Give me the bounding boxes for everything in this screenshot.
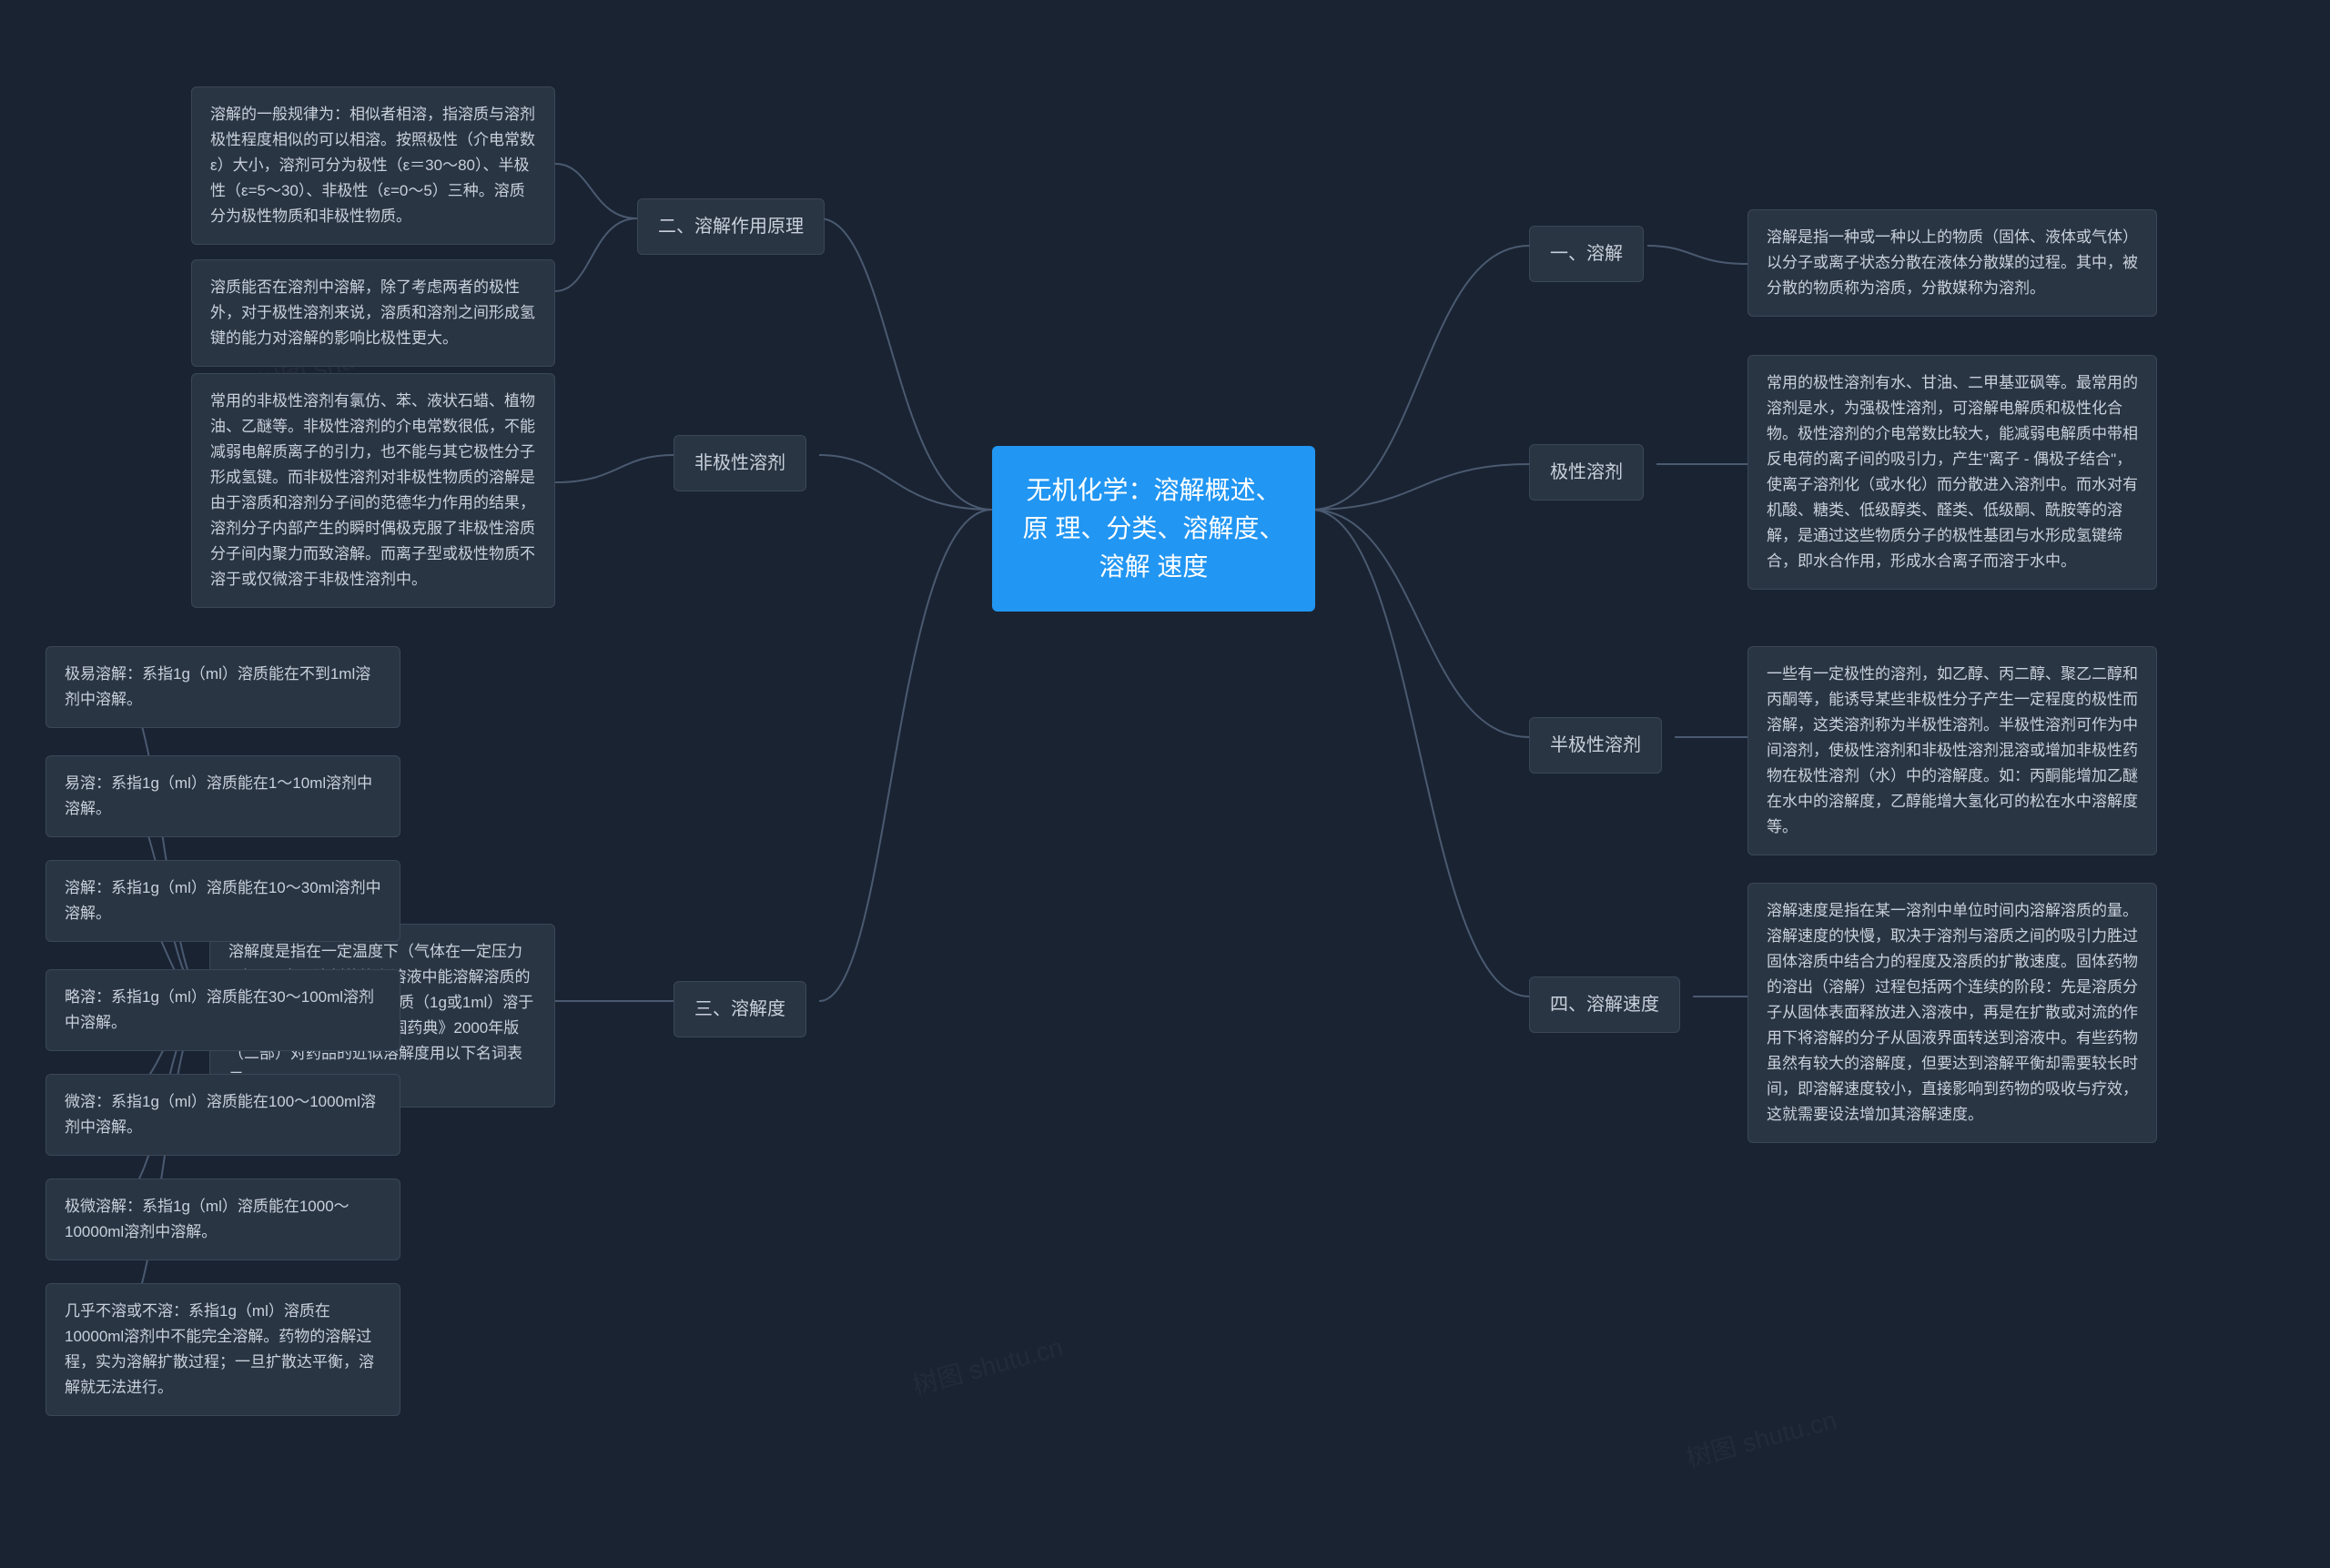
branch-semipolar-solvent[interactable]: 半极性溶剂 [1529, 717, 1662, 774]
leaf-sol-very-easy: 极易溶解：系指1g（ml）溶质能在不到1ml溶剂中溶解。 [46, 646, 400, 728]
leaf-dissolve-rate: 溶解速度是指在某一溶剂中单位时间内溶解溶质的量。溶解速度的快慢，取决于溶剂与溶质… [1748, 883, 2157, 1143]
branch-polar-solvent[interactable]: 极性溶剂 [1529, 444, 1644, 501]
leaf-semipolar-solvent: 一些有一定极性的溶剂，如乙醇、丙二醇、聚乙二醇和丙酮等，能诱导某些非极性分子产生… [1748, 646, 2157, 855]
leaf-polar-solvent: 常用的极性溶剂有水、甘油、二甲基亚砜等。最常用的溶剂是水，为强极性溶剂，可溶解电… [1748, 355, 2157, 590]
leaf-sol-slight: 略溶：系指1g（ml）溶质能在30～100ml溶剂中溶解。 [46, 969, 400, 1051]
leaf-sol-insoluble: 几乎不溶或不溶：系指1g（ml）溶质在10000ml溶剂中不能完全溶解。药物的溶… [46, 1283, 400, 1416]
leaf-principle-2: 溶质能否在溶剂中溶解，除了考虑两者的极性外，对于极性溶剂来说，溶质和溶剂之间形成… [191, 259, 555, 367]
watermark: 树图 shutu.cn [908, 1328, 1067, 1403]
center-topic[interactable]: 无机化学：溶解概述、原 理、分类、溶解度、溶解 速度 [992, 446, 1315, 612]
branch-dissolve[interactable]: 一、溶解 [1529, 226, 1644, 282]
watermark: 树图 shutu.cn [1682, 1401, 1840, 1476]
branch-dissolve-principle[interactable]: 二、溶解作用原理 [637, 198, 825, 255]
leaf-sol-easy: 易溶：系指1g（ml）溶质能在1～10ml溶剂中溶解。 [46, 755, 400, 837]
leaf-sol-dissolve: 溶解：系指1g（ml）溶质能在10～30ml溶剂中溶解。 [46, 860, 400, 942]
branch-solubility[interactable]: 三、溶解度 [674, 981, 806, 1037]
leaf-sol-very-micro: 极微溶解：系指1g（ml）溶质能在1000～10000ml溶剂中溶解。 [46, 1179, 400, 1260]
leaf-principle-1: 溶解的一般规律为：相似者相溶，指溶质与溶剂极性程度相似的可以相溶。按照极性（介电… [191, 86, 555, 245]
leaf-nonpolar-solvent: 常用的非极性溶剂有氯仿、苯、液状石蜡、植物油、乙醚等。非极性溶剂的介电常数很低，… [191, 373, 555, 608]
leaf-dissolve-def: 溶解是指一种或一种以上的物质（固体、液体或气体）以分子或离子状态分散在液体分散媒… [1748, 209, 2157, 317]
leaf-sol-micro: 微溶：系指1g（ml）溶质能在100～1000ml溶剂中溶解。 [46, 1074, 400, 1156]
branch-nonpolar-solvent[interactable]: 非极性溶剂 [674, 435, 806, 491]
branch-dissolve-rate[interactable]: 四、溶解速度 [1529, 976, 1680, 1033]
